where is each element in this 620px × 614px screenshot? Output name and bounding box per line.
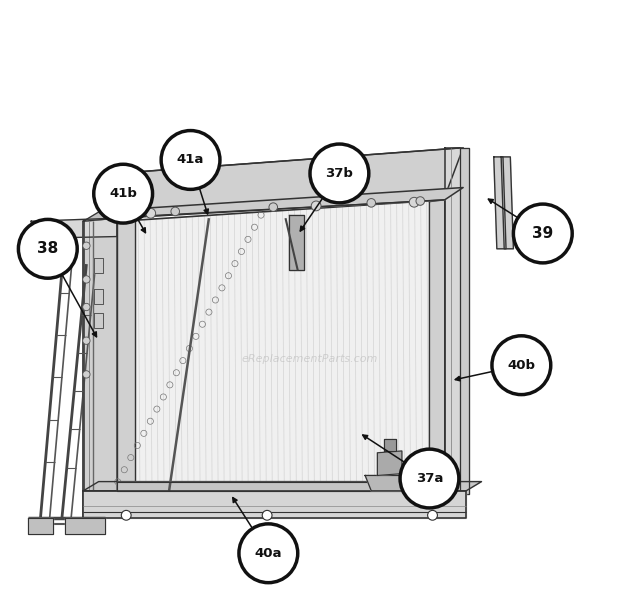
Polygon shape (31, 218, 117, 238)
Circle shape (513, 204, 572, 263)
Polygon shape (120, 200, 445, 491)
Circle shape (82, 337, 90, 344)
Circle shape (492, 336, 551, 395)
Circle shape (428, 510, 438, 520)
Text: 41b: 41b (109, 187, 137, 200)
Polygon shape (460, 148, 469, 494)
Circle shape (310, 144, 369, 203)
Circle shape (409, 197, 419, 207)
Polygon shape (94, 313, 103, 328)
Text: 41a: 41a (177, 154, 204, 166)
Circle shape (82, 371, 90, 378)
Circle shape (161, 131, 220, 189)
Polygon shape (117, 218, 135, 491)
Circle shape (82, 303, 90, 311)
Polygon shape (83, 218, 117, 491)
Circle shape (171, 207, 180, 216)
Circle shape (19, 219, 78, 278)
Circle shape (416, 196, 425, 205)
Polygon shape (288, 215, 304, 270)
Polygon shape (117, 148, 463, 218)
Polygon shape (445, 148, 463, 491)
Polygon shape (384, 439, 396, 451)
Polygon shape (65, 518, 105, 534)
Circle shape (122, 510, 131, 520)
Text: 40b: 40b (507, 359, 535, 371)
Text: 40a: 40a (255, 547, 282, 560)
Polygon shape (83, 481, 482, 491)
Circle shape (94, 165, 153, 223)
Text: 37b: 37b (326, 167, 353, 180)
Circle shape (400, 449, 459, 508)
Circle shape (146, 208, 156, 218)
Polygon shape (494, 157, 506, 249)
Circle shape (239, 524, 298, 583)
Polygon shape (117, 481, 445, 491)
Polygon shape (94, 289, 103, 304)
Circle shape (82, 276, 90, 283)
Circle shape (311, 201, 321, 211)
Polygon shape (83, 209, 132, 221)
Circle shape (82, 242, 90, 249)
Text: 38: 38 (37, 241, 58, 256)
Circle shape (269, 203, 278, 211)
Polygon shape (83, 491, 466, 518)
Polygon shape (365, 475, 438, 491)
Polygon shape (501, 157, 513, 249)
Polygon shape (117, 187, 463, 218)
Text: 39: 39 (532, 226, 554, 241)
Polygon shape (378, 451, 402, 475)
Polygon shape (430, 200, 445, 491)
Text: 37a: 37a (416, 472, 443, 485)
Circle shape (367, 198, 376, 207)
Circle shape (262, 510, 272, 520)
Text: eReplacementParts.com: eReplacementParts.com (242, 354, 378, 364)
Polygon shape (94, 258, 103, 273)
Polygon shape (28, 518, 53, 534)
